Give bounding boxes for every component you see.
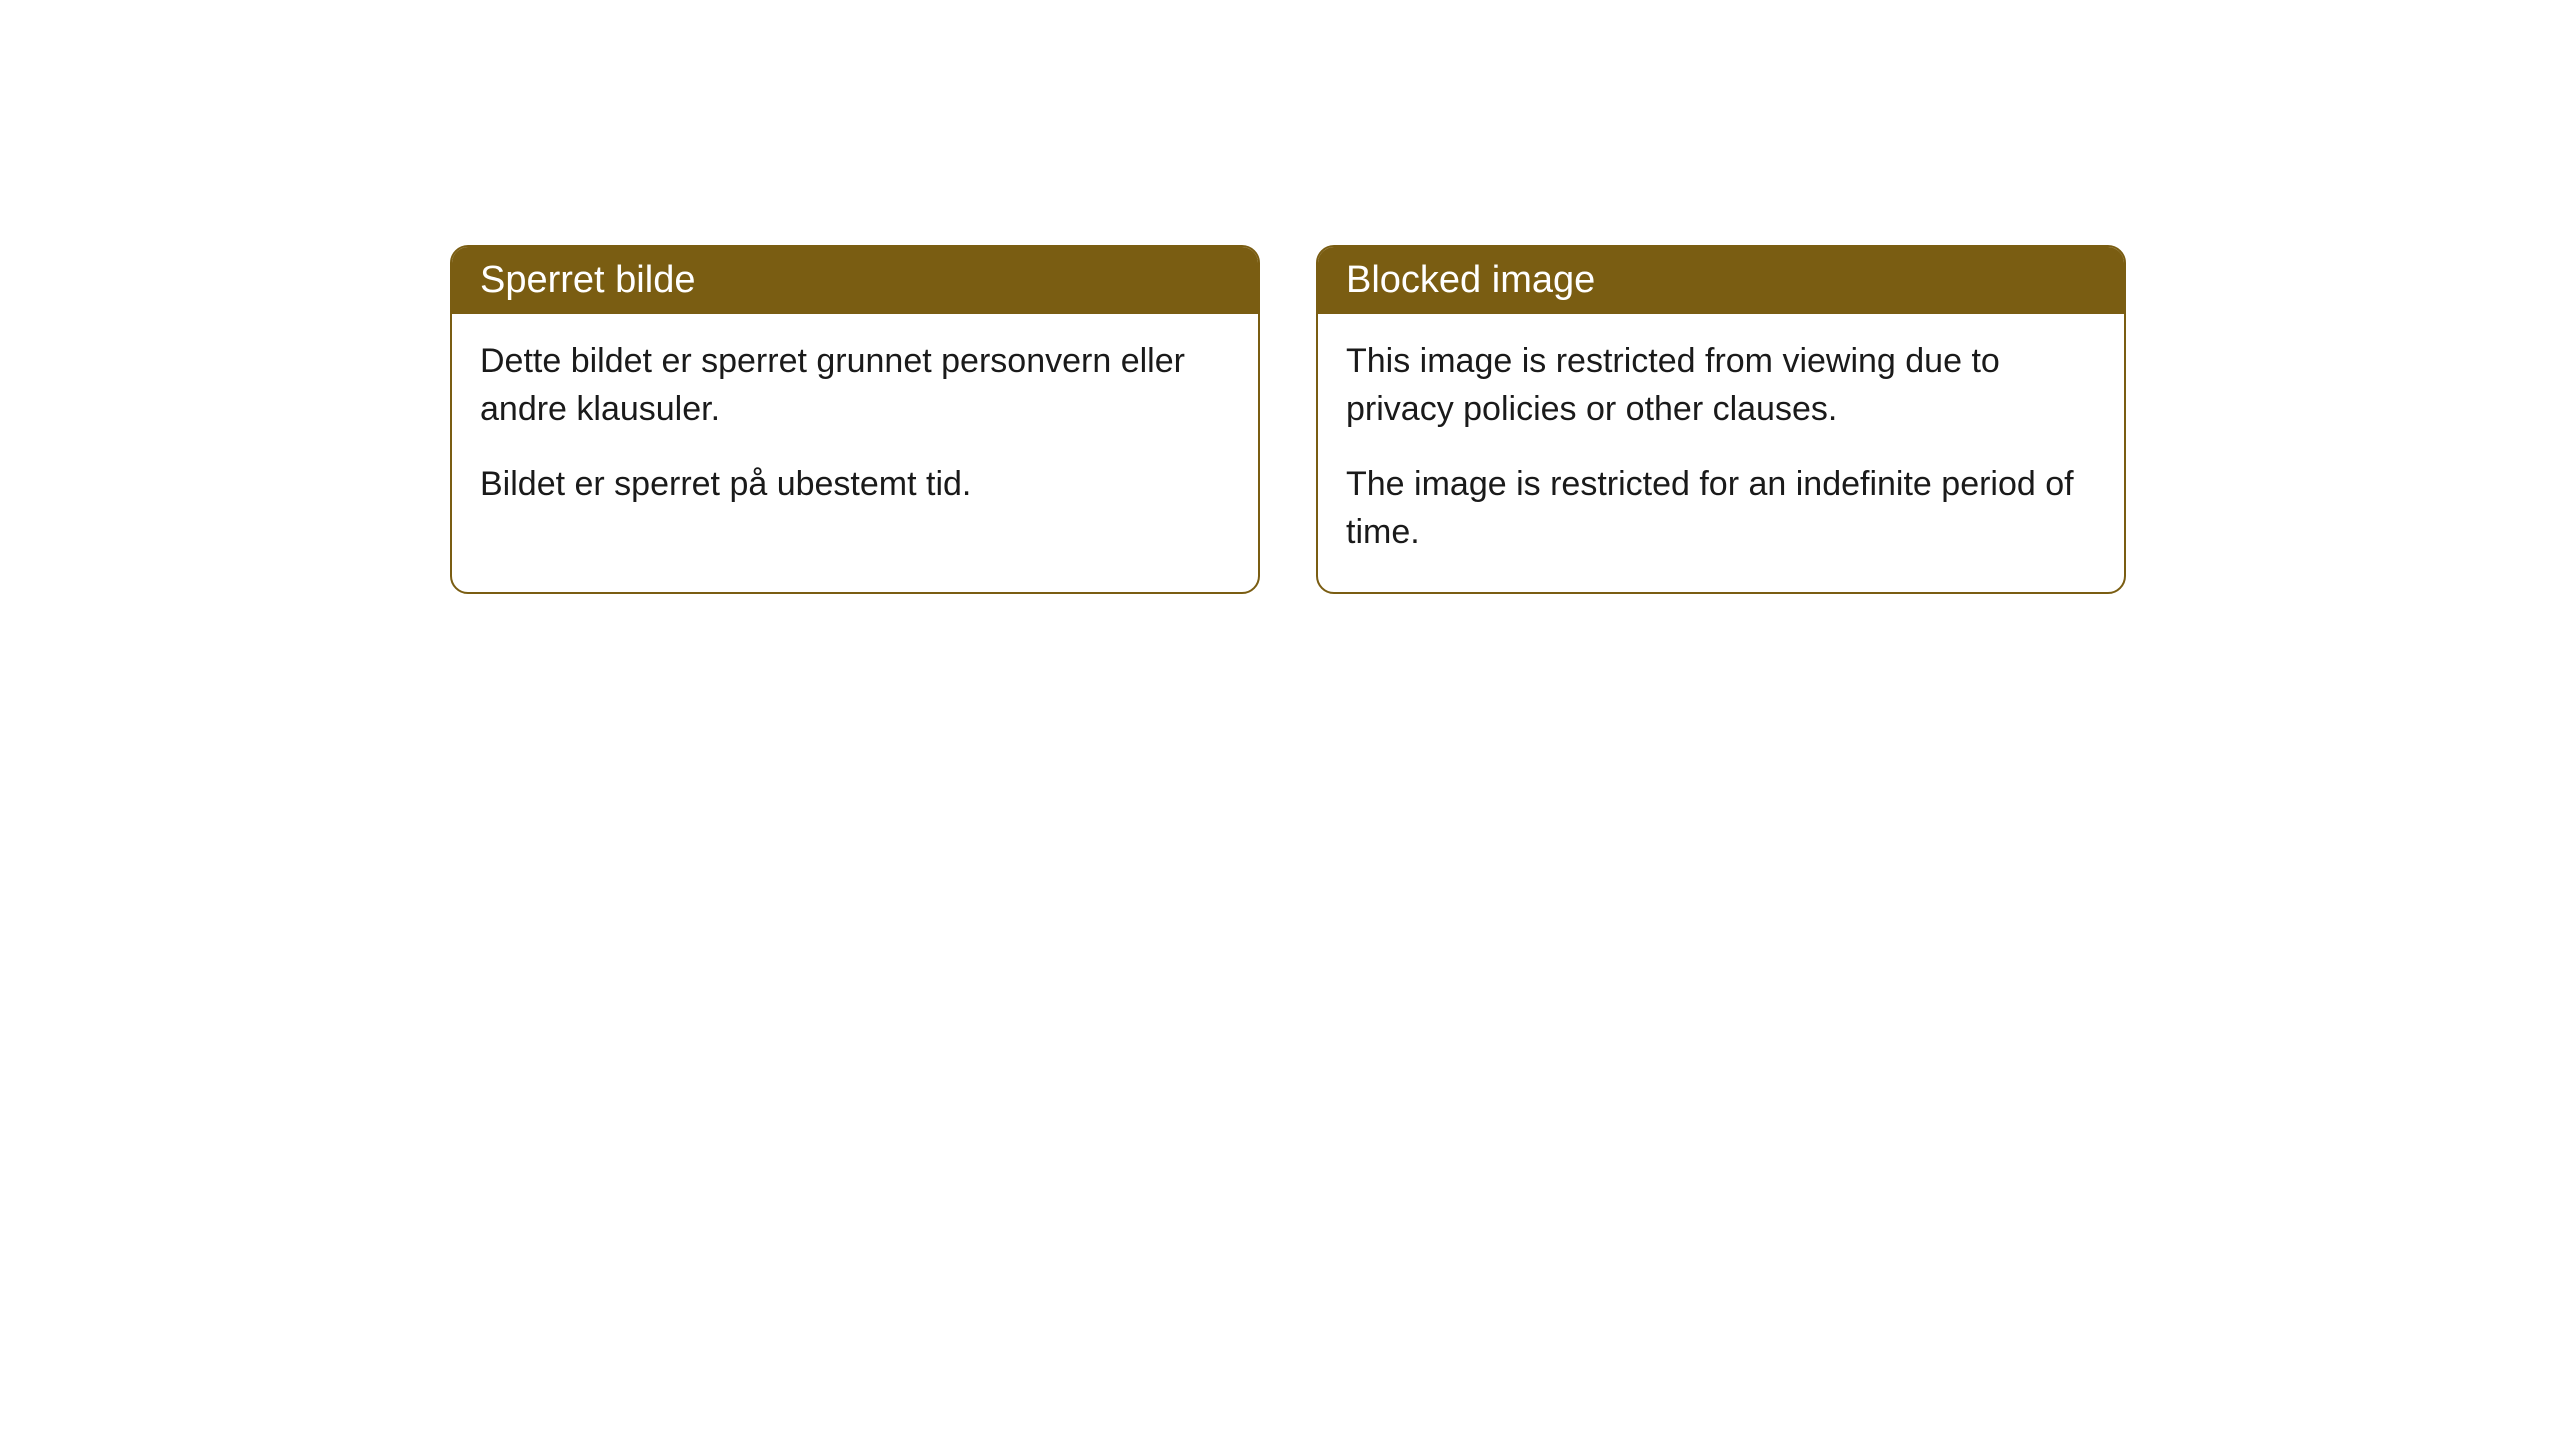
card-body: Dette bildet er sperret grunnet personve… <box>452 314 1258 545</box>
card-paragraph: Bildet er sperret på ubestemt tid. <box>480 461 1230 509</box>
card-header: Sperret bilde <box>452 247 1258 314</box>
blocked-image-cards: Sperret bilde Dette bildet er sperret gr… <box>450 245 2560 594</box>
blocked-image-card-no: Sperret bilde Dette bildet er sperret gr… <box>450 245 1260 594</box>
card-title: Blocked image <box>1346 259 1595 301</box>
card-body: This image is restricted from viewing du… <box>1318 314 2124 592</box>
card-title: Sperret bilde <box>480 259 695 301</box>
card-paragraph: Dette bildet er sperret grunnet personve… <box>480 338 1230 433</box>
card-paragraph: The image is restricted for an indefinit… <box>1346 461 2096 556</box>
card-paragraph: This image is restricted from viewing du… <box>1346 338 2096 433</box>
blocked-image-card-en: Blocked image This image is restricted f… <box>1316 245 2126 594</box>
card-header: Blocked image <box>1318 247 2124 314</box>
